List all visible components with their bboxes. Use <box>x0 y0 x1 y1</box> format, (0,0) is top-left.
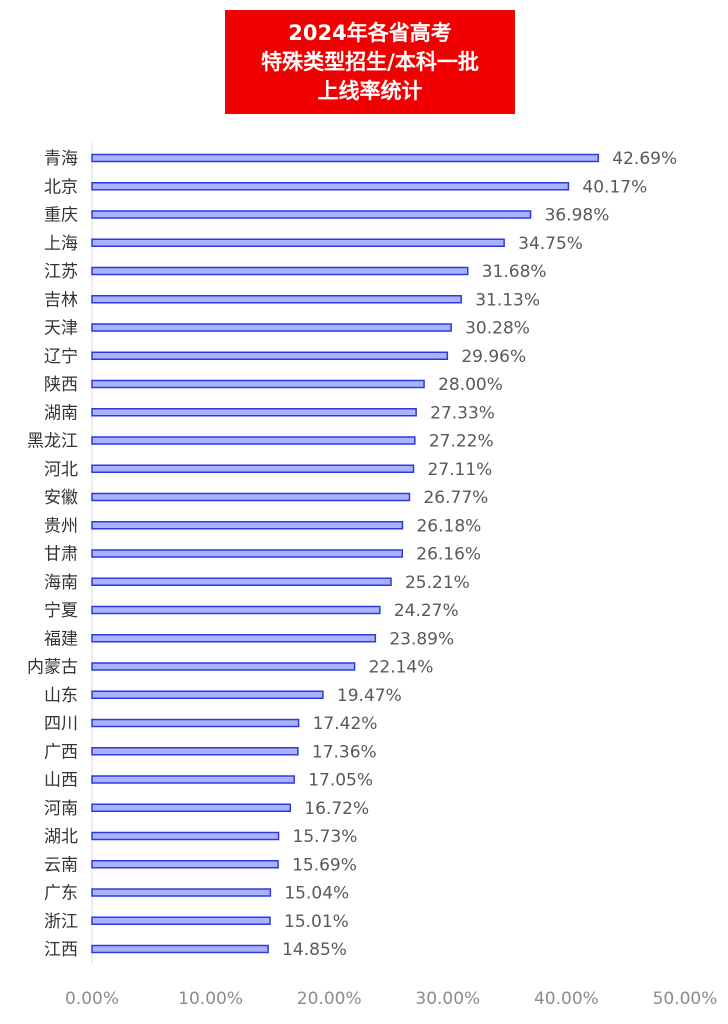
bar <box>91 662 356 671</box>
value-label: 14.85% <box>282 940 347 960</box>
bar <box>91 153 600 163</box>
bar <box>91 238 505 247</box>
chart-title-line-3: 上线率统计 <box>317 78 423 103</box>
bar <box>91 436 416 445</box>
value-label: 24.27% <box>394 601 459 621</box>
value-label: 17.42% <box>313 714 378 734</box>
bar <box>91 182 570 191</box>
chart-title-line-1: 2024年各省高考 <box>288 20 452 45</box>
value-label: 15.69% <box>292 855 357 875</box>
category-label: 吉林 <box>44 290 78 310</box>
category-label: 湖北 <box>44 827 78 847</box>
chart-title-box: 2024年各省高考 特殊类型招生/本科一批 上线率统计 <box>225 10 515 114</box>
category-label: 山东 <box>44 686 78 706</box>
bar <box>91 323 452 332</box>
value-label: 25.21% <box>405 573 470 593</box>
category-label: 辽宁 <box>44 347 78 367</box>
value-label: 34.75% <box>518 234 583 254</box>
bar <box>91 634 377 643</box>
value-label: 29.96% <box>461 347 526 367</box>
category-label: 海南 <box>44 573 78 593</box>
category-label: 甘肃 <box>44 545 78 565</box>
bar <box>91 775 295 784</box>
bar <box>91 747 299 756</box>
bar <box>91 549 404 558</box>
bar <box>91 492 411 502</box>
bar <box>91 718 300 728</box>
category-label: 黑龙江 <box>27 432 78 452</box>
value-label: 26.18% <box>416 516 481 536</box>
value-label: 15.01% <box>284 912 349 932</box>
bar <box>91 210 532 219</box>
category-label: 浙江 <box>44 912 78 932</box>
x-tick-label: 40.00% <box>534 989 599 1009</box>
category-label: 北京 <box>44 177 78 197</box>
bar <box>91 944 269 954</box>
value-label: 26.16% <box>416 545 481 565</box>
category-label: 重庆 <box>44 206 78 226</box>
category-label: 贵州 <box>44 516 78 536</box>
x-tick-label: 10.00% <box>178 989 243 1009</box>
value-label: 19.47% <box>337 686 402 706</box>
bar <box>91 521 404 530</box>
value-label: 17.36% <box>312 742 377 762</box>
category-label: 江西 <box>44 940 78 960</box>
bar <box>91 408 417 417</box>
value-label: 28.00% <box>438 375 503 395</box>
category-label: 天津 <box>44 319 78 339</box>
value-label: 40.17% <box>582 177 647 197</box>
value-label: 23.89% <box>389 629 454 649</box>
x-tick-label: 50.00% <box>653 989 718 1009</box>
bar <box>91 916 271 925</box>
bar <box>91 464 415 473</box>
category-label: 福建 <box>44 629 78 649</box>
value-label: 31.13% <box>475 290 540 310</box>
value-label: 26.77% <box>423 488 488 508</box>
category-label: 内蒙古 <box>27 658 78 678</box>
category-label: 山西 <box>44 771 78 791</box>
category-label: 江苏 <box>44 262 78 282</box>
value-label: 36.98% <box>545 206 610 226</box>
category-label: 四川 <box>44 714 78 734</box>
x-tick-label: 0.00% <box>65 989 119 1009</box>
x-tick-label: 30.00% <box>415 989 480 1009</box>
bar <box>91 577 392 586</box>
category-label: 青海 <box>44 149 78 169</box>
category-label: 上海 <box>44 234 78 254</box>
bar <box>91 831 280 841</box>
category-label: 广东 <box>44 884 78 904</box>
bar <box>91 888 272 897</box>
bar <box>91 860 279 869</box>
value-label: 31.68% <box>482 262 547 282</box>
bar <box>91 690 324 699</box>
value-label: 22.14% <box>369 658 434 678</box>
category-label: 湖南 <box>44 403 78 423</box>
bar <box>91 351 449 360</box>
category-label: 河南 <box>44 799 78 819</box>
bar <box>91 803 292 812</box>
value-label: 15.04% <box>284 884 349 904</box>
category-label: 陕西 <box>44 375 78 395</box>
category-label: 广西 <box>44 742 78 762</box>
bar <box>91 605 381 615</box>
bar <box>91 266 469 276</box>
value-label: 27.33% <box>430 403 495 423</box>
category-label: 宁夏 <box>44 601 78 621</box>
value-label: 17.05% <box>308 771 373 791</box>
category-label: 安徽 <box>44 488 78 508</box>
category-label: 河北 <box>44 460 78 480</box>
value-label: 30.28% <box>465 319 530 339</box>
bar <box>91 295 462 304</box>
category-label: 云南 <box>44 855 78 875</box>
chart-title-line-2: 特殊类型招生/本科一批 <box>261 49 479 74</box>
value-label: 27.11% <box>428 460 493 480</box>
value-label: 15.73% <box>293 827 358 847</box>
value-label: 27.22% <box>429 432 494 452</box>
value-label: 42.69% <box>612 149 677 169</box>
x-tick-label: 20.00% <box>297 989 362 1009</box>
bar <box>91 379 425 389</box>
value-label: 16.72% <box>304 799 369 819</box>
